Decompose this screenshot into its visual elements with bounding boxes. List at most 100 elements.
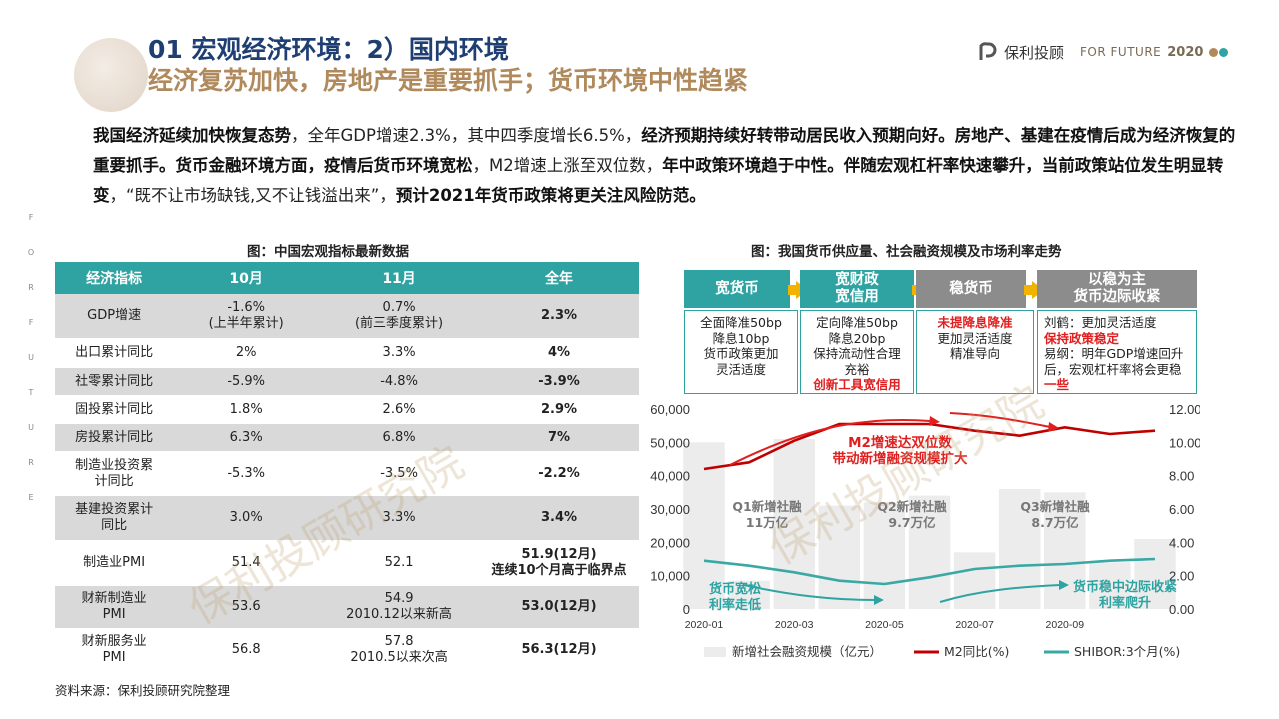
arrow-down-icon — [874, 595, 884, 605]
chart-annotation: 8.7万亿 — [1031, 515, 1078, 530]
bar-mark — [1089, 562, 1131, 609]
policy-detail-line: 创新工具宽信用 — [813, 377, 901, 392]
macro-indicator-table: 经济指标 10月 11月 全年 GDP增速 -1.6% (上半年累计) 0.7% (前三季度累… — [55, 262, 639, 672]
paragraph-segment: 年中政策环境趋于中性。伴随宏观杠杆率快速攀升，当前政策站位发生明显转变 — [93, 156, 1224, 205]
table-cell: 56.8 — [173, 628, 320, 672]
table-cell: 51.9(12月) 连续10个月高于临界点 — [479, 540, 639, 586]
paragraph-segment: ，“既不让市场缺钱,又不让钱溢出来”， — [109, 186, 396, 205]
chart-caption: 图：我国货币供应量、社会融资规模及市场利率走势 — [751, 244, 1062, 260]
arrow-up-icon — [729, 418, 931, 466]
table-cell: 2.9% — [479, 395, 639, 424]
y-right-tick-label: 10.00 — [1169, 435, 1200, 450]
table-cell: 53.6 — [173, 585, 320, 629]
policy-detail-line: 后，宏观杠杆率将会更稳 — [1044, 361, 1182, 377]
chart-annotation: 11万亿 — [746, 515, 788, 530]
policy-detail-box: 全面降准50bp 降息10bp 货币政策更加 灵活适度 — [684, 310, 798, 394]
table-cell: 制造业投资累 计同比 — [55, 451, 174, 496]
table-cell: -3.5% — [319, 451, 480, 496]
y-left-tick-label: 60,000 — [650, 402, 690, 417]
arrow-right-icon — [1048, 422, 1059, 432]
x-tick-label: 2020-05 — [865, 619, 904, 631]
bar-mark — [1044, 492, 1086, 609]
bar-mark — [818, 505, 861, 609]
side-letter: R — [28, 283, 34, 292]
table-cell: 财新制造业 PMI — [55, 585, 174, 629]
x-tick-label: 2020-01 — [685, 619, 724, 631]
table-cell: 56.3(12月) — [479, 628, 639, 672]
y-right-tick-label: 0.00 — [1169, 602, 1194, 617]
table-row: 社零累计同比 -5.9% -4.8% -3.9% — [55, 367, 639, 396]
side-letter: U — [28, 423, 34, 432]
arrow-right-icon — [949, 412, 1051, 428]
table-cell: 4% — [479, 338, 639, 368]
table-cell: 7% — [479, 423, 639, 452]
y-right-tick-label: 6.00 — [1169, 502, 1194, 517]
table-cell: 房投累计同比 — [55, 423, 174, 452]
table-cell: 财新服务业 PMI — [55, 628, 174, 672]
policy-detail-line: 充裕 — [844, 361, 870, 377]
table-row: 基建投资累计 同比 3.0% 3.3% 3.4% — [55, 495, 639, 541]
table-row: 制造业PMI 51.4 52.1 51.9(12月) 连续10个月高于临界点 — [55, 540, 639, 586]
table-cell: 54.9 2010.12以来新高 — [319, 585, 480, 629]
legend-label: 新增社会融资规模（亿元） — [732, 644, 882, 659]
x-tick-label: 2020-09 — [1046, 619, 1085, 631]
table-caption: 图：中国宏观指标最新数据 — [247, 244, 409, 260]
table-row: 财新制造业 PMI 53.6 54.9 2010.12以来新高 53.0(12月) — [55, 585, 639, 629]
policy-detail-line: 易纲：明年GDP增速回升 — [1044, 346, 1184, 361]
policy-stage: 稳货币 — [916, 270, 1026, 308]
side-letter: R — [28, 458, 34, 467]
table-cell: 6.3% — [173, 423, 320, 452]
bar-mark — [683, 442, 725, 609]
side-vertical-text: F O R F U T U R E — [25, 200, 37, 515]
table-cell: 3.0% — [173, 495, 320, 541]
logo-year: 2020 — [1167, 44, 1204, 60]
legend-label: SHIBOR:3个月(%) — [1074, 644, 1180, 659]
policy-detail-line: 刘鹤：更加灵活适度 — [1044, 315, 1157, 330]
policy-stage: 宽货币 — [684, 270, 790, 308]
page-subtitle: 经济复苏加快，房地产是重要抓手；货币环境中性趋紧 — [148, 66, 749, 95]
money-supply-chart: 0 10,000 20,000 30,000 40,000 50,000 60,000 0.0… — [650, 402, 1200, 659]
table-cell: 6.8% — [319, 423, 480, 452]
y-left-tick-label: 30,000 — [650, 502, 690, 517]
paragraph-segment: 我国经济延续加快恢复态势 — [93, 126, 291, 145]
table-header-cell: 10月 — [173, 262, 320, 294]
chart-annotation: 利率爬升 — [1099, 595, 1151, 611]
paragraph-segment: 预计2021年货币政策将更关注风险防范。 — [395, 186, 706, 205]
series-line — [703, 557, 1156, 586]
y-right-tick-label: 4.00 — [1169, 535, 1194, 550]
x-tick-label: 2020-07 — [955, 619, 994, 631]
side-letter: O — [27, 248, 35, 257]
brand-logo: 保利投顾 FOR FUTURE 2020 — [978, 39, 1229, 65]
table-cell: -5.9% — [173, 367, 320, 396]
table-cell: 57.8 2010.5以来次高 — [319, 628, 480, 672]
table-cell: 0.7% (前三季度累计) — [319, 294, 480, 339]
logo-mark-icon — [979, 42, 997, 60]
paragraph-segment: ，全年GDP增速2.3%，其中四季度增长6.5%， — [291, 126, 642, 145]
table-cell: 2.6% — [319, 395, 480, 424]
chart-annotation: 货币稳中边际收紧 — [1073, 579, 1177, 595]
arrow-right-icon — [1024, 285, 1034, 295]
paragraph-segment: ，M2增速上涨至双位数， — [472, 156, 663, 175]
paragraph-segment: 经济预期持续好转带动居民收入预期向好。房地产、基建在疫情后成为经济恢复的重要抓手… — [93, 126, 1236, 175]
logo-dots-icon — [1209, 47, 1229, 57]
policy-detail-line: 更加灵活适度 — [937, 330, 1013, 346]
arrow-up-icon — [929, 416, 940, 426]
policy-detail-line: 未提降息降准 — [937, 315, 1013, 330]
page-title: 01 宏观经济环境：2）国内环境 — [148, 35, 509, 64]
side-letter: F — [28, 318, 34, 327]
source-note: 资料来源：保利投顾研究院整理 — [55, 683, 231, 698]
table-cell: 2% — [173, 338, 320, 368]
table-cell: 1.8% — [173, 395, 320, 424]
table-cell: 出口累计同比 — [55, 338, 174, 368]
policy-detail-line: 保持政策稳定 — [1044, 330, 1120, 346]
policy-detail-line: 灵活适度 — [715, 361, 766, 377]
policy-detail-line: 一些 — [1044, 377, 1070, 392]
y-left-tick-label: 10,000 — [650, 569, 690, 584]
bar-mark — [863, 502, 906, 609]
chart-annotation: M2增速达双位数 — [848, 434, 952, 451]
table-header-cell: 经济指标 — [55, 262, 174, 294]
arrow-down-icon — [743, 584, 876, 601]
policy-detail-line: 定向降准50bp — [816, 315, 898, 330]
table-cell: 固投累计同比 — [55, 395, 174, 424]
y-left-tick-label: 0 — [683, 602, 690, 617]
